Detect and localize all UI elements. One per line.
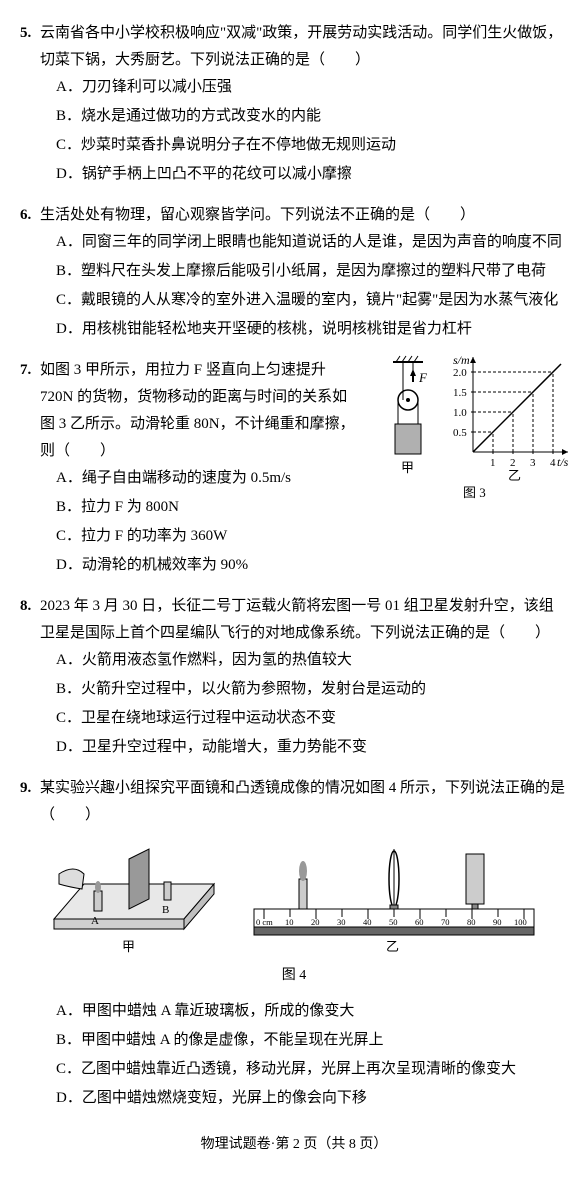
svg-text:0 cm: 0 cm (256, 917, 273, 927)
option-c: C．炒菜时菜香扑鼻说明分子在不停地做无规则运动 (56, 132, 568, 159)
options: A．火箭用液态氢作燃料，因为氢的热值较大 B．火箭升空过程中，以火箭为参照物，发… (56, 647, 568, 761)
svg-text:50: 50 (389, 917, 398, 927)
jia-label: 甲 (401, 460, 414, 475)
question-5: 5. 云南省各中小学校积极响应"双减"政策，开展劳动实践活动。同学们生火做饭，切… (20, 20, 568, 188)
question-stem: 云南省各中小学校积极响应"双减"政策，开展劳动实践活动。同学们生火做饭，切菜下锅… (40, 20, 568, 74)
option-a: A．同窗三年的同学闭上眼睛也能知道说话的人是谁，是因为声音的响度不同 (56, 229, 568, 256)
figure-4-yi: 0 cm 10 20 30 40 50 60 70 80 90 100 乙 (244, 839, 544, 959)
question-number: 8. (20, 593, 31, 620)
question-8: 8. 2023 年 3 月 30 日，长征二号丁运载火箭将宏图一号 01 组卫星… (20, 593, 568, 761)
option-a: A．绳子自由端移动的速度为 0.5m/s (56, 465, 358, 492)
option-d: D．锅铲手柄上凹凸不平的花纹可以减小摩擦 (56, 161, 568, 188)
option-d: D．乙图中蜡烛燃烧变短，光屏上的像会向下移 (56, 1085, 568, 1112)
option-b: B．塑料尺在头发上摩擦后能吸引小纸屑，是因为摩擦过的塑料尺带了电荷 (56, 258, 568, 285)
figure-4-label: 图 4 (20, 963, 568, 988)
svg-text:10: 10 (285, 917, 294, 927)
svg-text:40: 40 (363, 917, 372, 927)
question-stem: 某实验兴趣小组探究平面镜和凸透镜成像的情况如图 4 所示，下列说法正确的是（ ） (40, 775, 568, 829)
figure-label: 图 3 (463, 485, 486, 500)
svg-text:1.0: 1.0 (453, 407, 467, 419)
question-stem: 2023 年 3 月 30 日，长征二号丁运载火箭将宏图一号 01 组卫星发射升… (40, 593, 568, 647)
svg-text:1: 1 (490, 457, 496, 469)
option-b: B．甲图中蜡烛 A 的像是虚像，不能呈现在光屏上 (56, 1027, 568, 1054)
figure-3-svg: F 甲 s/m t/s 0.5 1.0 1.5 2.0 1 2 3 4 乙 图 … (373, 352, 573, 512)
option-c: C．戴眼镜的人从寒冷的室外进入温暖的室内，镜片"起雾"是因为水蒸气液化 (56, 287, 568, 314)
svg-text:80: 80 (467, 917, 476, 927)
question-number: 6. (20, 202, 31, 229)
options: A．甲图中蜡烛 A 靠近玻璃板，所成的像变大 B．甲图中蜡烛 A 的像是虚像，不… (56, 998, 568, 1112)
option-c: C．乙图中蜡烛靠近凸透镜，移动光屏，光屏上再次呈现清晰的像变大 (56, 1056, 568, 1083)
svg-text:60: 60 (415, 917, 424, 927)
question-number: 9. (20, 775, 31, 802)
question-number: 7. (20, 357, 31, 384)
svg-text:1.5: 1.5 (453, 387, 467, 399)
svg-text:20: 20 (311, 917, 320, 927)
svg-text:甲: 甲 (122, 939, 135, 954)
question-6: 6. 生活处处有物理，留心观察皆学问。下列说法不正确的是（ ） A．同窗三年的同… (20, 202, 568, 343)
yaxis-label: s/m (453, 353, 470, 367)
option-a: A．刀刃锋利可以减小压强 (56, 74, 568, 101)
xaxis-label: t/s (557, 455, 569, 469)
option-d: D．用核桃钳能轻松地夹开坚硬的核桃，说明核桃钳是省力杠杆 (56, 316, 568, 343)
yi-label: 乙 (508, 468, 521, 483)
pulley-diagram: F 甲 (393, 356, 428, 475)
svg-text:3: 3 (530, 457, 536, 469)
svg-text:A: A (91, 915, 99, 927)
option-d: D．卫星升空过程中，动能增大，重力势能不变 (56, 734, 568, 761)
option-a: A．火箭用液态氢作燃料，因为氢的热值较大 (56, 647, 568, 674)
question-stem: 生活处处有物理，留心观察皆学问。下列说法不正确的是（ ） (40, 202, 568, 229)
svg-text:乙: 乙 (386, 939, 399, 954)
option-c: C．拉力 F 的功率为 360W (56, 523, 358, 550)
svg-text:0.5: 0.5 (453, 427, 467, 439)
svg-text:100: 100 (514, 917, 527, 927)
graph: s/m t/s 0.5 1.0 1.5 2.0 1 2 3 4 乙 (453, 353, 569, 483)
svg-text:70: 70 (441, 917, 450, 927)
figure-3: F 甲 s/m t/s 0.5 1.0 1.5 2.0 1 2 3 4 乙 图 … (373, 352, 573, 522)
figure-4: A B 甲 0 cm 10 20 30 40 50 60 70 80 90 10… (20, 839, 568, 988)
option-c: C．卫星在绕地球运行过程中运动状态不变 (56, 705, 568, 732)
option-d: D．动滑轮的机械效率为 90% (56, 552, 358, 579)
option-b: B．烧水是通过做功的方式改变水的内能 (56, 103, 568, 130)
options: A．刀刃锋利可以减小压强 B．烧水是通过做功的方式改变水的内能 C．炒菜时菜香扑… (56, 74, 568, 188)
question-9: 9. 某实验兴趣小组探究平面镜和凸透镜成像的情况如图 4 所示，下列说法正确的是… (20, 775, 568, 1112)
page-footer: 物理试题卷·第 2 页（共 8 页） (20, 1132, 568, 1157)
option-b: B．拉力 F 为 800N (56, 494, 358, 521)
force-label: F (418, 370, 428, 385)
options: A．同窗三年的同学闭上眼睛也能知道说话的人是谁，是因为声音的响度不同 B．塑料尺… (56, 229, 568, 343)
svg-text:30: 30 (337, 917, 346, 927)
figure-4-jia: A B 甲 (44, 839, 224, 959)
question-number: 5. (20, 20, 31, 47)
option-b: B．火箭升空过程中，以火箭为参照物，发射台是运动的 (56, 676, 568, 703)
question-7: 7. 如图 3 甲所示，用拉力 F 竖直向上匀速提升 720N 的货物，货物移动… (20, 357, 568, 579)
svg-text:2.0: 2.0 (453, 367, 467, 379)
svg-text:B: B (162, 904, 169, 916)
option-a: A．甲图中蜡烛 A 靠近玻璃板，所成的像变大 (56, 998, 568, 1025)
svg-text:90: 90 (493, 917, 502, 927)
svg-text:4: 4 (550, 457, 556, 469)
